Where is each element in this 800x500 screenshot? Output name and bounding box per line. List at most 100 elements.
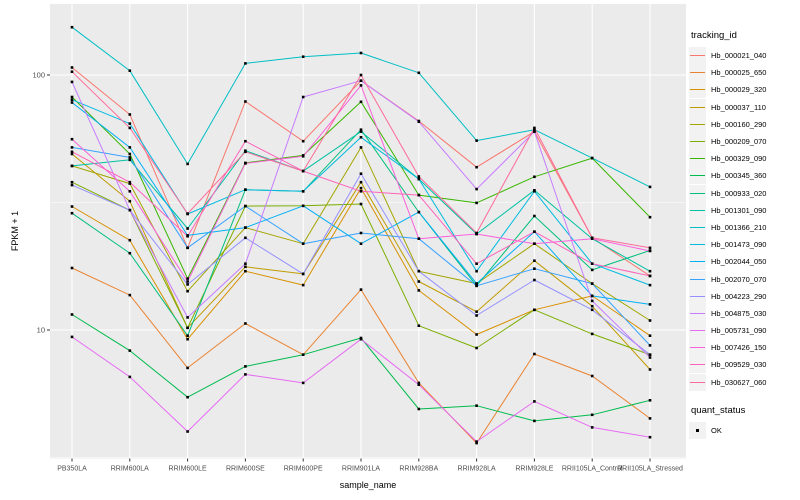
x-tick-label: RRIM928BA [399, 466, 438, 473]
legend-entry: Hb_000029_320 [689, 81, 799, 99]
legend-line-icon [690, 106, 705, 108]
data-point [128, 190, 132, 193]
chart-panel [50, 4, 686, 459]
x-tick-label: RRIM901LA [342, 466, 380, 473]
data-point [70, 266, 74, 270]
data-point [475, 346, 478, 350]
legend-line-icon [690, 175, 705, 177]
legend-key-swatch [689, 98, 706, 116]
data-point [186, 334, 189, 337]
data-point [648, 356, 652, 359]
data-point [648, 319, 652, 322]
data-point [128, 199, 132, 203]
legend-title-tracking-id: tracking_id [691, 30, 737, 41]
legend-key-ok [689, 421, 706, 439]
data-point [417, 120, 421, 123]
x-axis-title: sample_name [339, 480, 397, 490]
data-point [648, 269, 652, 273]
legend-entry-label: Hb_030627_060 [711, 377, 767, 387]
legend-entry-label: Hb_000025_650 [711, 68, 767, 78]
data-point [359, 128, 363, 131]
data-point [70, 66, 74, 69]
data-point [475, 440, 478, 443]
data-point [244, 62, 247, 65]
data-point [648, 344, 652, 347]
legend-entry-ok: OK [689, 421, 799, 439]
data-point [417, 280, 421, 283]
x-tick-label: PB350LA [57, 466, 87, 473]
legend-entry-label: Hb_002070_070 [711, 274, 767, 284]
data-point [590, 299, 594, 303]
data-point [186, 280, 189, 283]
data-point [533, 175, 536, 179]
data-point [533, 419, 536, 423]
legend-line-icon [690, 364, 705, 366]
legend-entry: Hb_000037_110 [689, 98, 799, 116]
data-point [359, 130, 363, 133]
legend-key-swatch [689, 133, 706, 151]
data-point [359, 136, 363, 139]
legend: tracking_id Hb_000021_040 Hb_000025_650 Hb… [689, 30, 799, 439]
legend-entry-label: Hb_000933_020 [711, 188, 767, 198]
data-point [475, 201, 478, 205]
legend-key-swatch [689, 184, 706, 202]
legend-entry: Hb_002044_050 [689, 253, 799, 271]
legend-entry-label: Hb_000160_290 [711, 119, 767, 129]
data-point [417, 407, 421, 411]
legend-key-swatch [689, 287, 706, 305]
data-point [301, 139, 305, 143]
data-point [475, 165, 478, 169]
data-point [244, 150, 247, 154]
data-point [590, 294, 594, 298]
legend-key-swatch [689, 150, 706, 168]
data-point [359, 337, 363, 341]
data-point [186, 337, 189, 341]
data-point [533, 190, 536, 193]
data-point [533, 259, 536, 262]
legend-line-icon [690, 55, 705, 57]
data-point [590, 426, 594, 429]
data-point [244, 365, 247, 368]
x-tick-label: RRIM600LA [111, 466, 149, 473]
legend-entry: Hb_009529_030 [689, 356, 799, 374]
data-point [186, 289, 189, 293]
data-point [70, 180, 74, 184]
data-point [244, 322, 247, 325]
data-point [648, 399, 652, 402]
legend-line-icon [690, 295, 705, 297]
data-point [475, 187, 478, 191]
data-point [533, 242, 536, 245]
data-point [128, 238, 132, 242]
data-point [359, 172, 363, 175]
data-point [128, 375, 132, 379]
data-point [533, 230, 536, 233]
data-point [128, 113, 132, 116]
legend-title-quant-status: quant_status [691, 404, 746, 416]
data-point [186, 283, 189, 286]
data-point [70, 98, 74, 101]
data-point [128, 122, 132, 125]
legend-entry-label: Hb_001366_210 [711, 222, 767, 232]
data-point [417, 381, 421, 385]
legend-entry: Hb_000160_290 [689, 115, 799, 133]
data-point [128, 208, 132, 212]
data-point [533, 128, 536, 131]
legend-key-swatch [689, 304, 706, 322]
data-point [648, 417, 652, 420]
data-point [301, 155, 305, 158]
data-point [186, 430, 189, 433]
data-point [475, 441, 478, 445]
legend-color-items: Hb_000021_040 Hb_000025_650 Hb_000029_320 H… [689, 47, 799, 391]
legend-line-icon [690, 261, 705, 263]
data-point [648, 185, 652, 189]
data-point [128, 180, 132, 184]
data-point [590, 374, 594, 378]
data-point [533, 267, 536, 270]
data-point [533, 400, 536, 403]
legend-key-swatch [689, 270, 706, 288]
data-point [417, 383, 421, 386]
data-point [417, 210, 421, 214]
data-point [417, 193, 421, 197]
legend-entry-label: Hb_000345_360 [711, 171, 767, 181]
